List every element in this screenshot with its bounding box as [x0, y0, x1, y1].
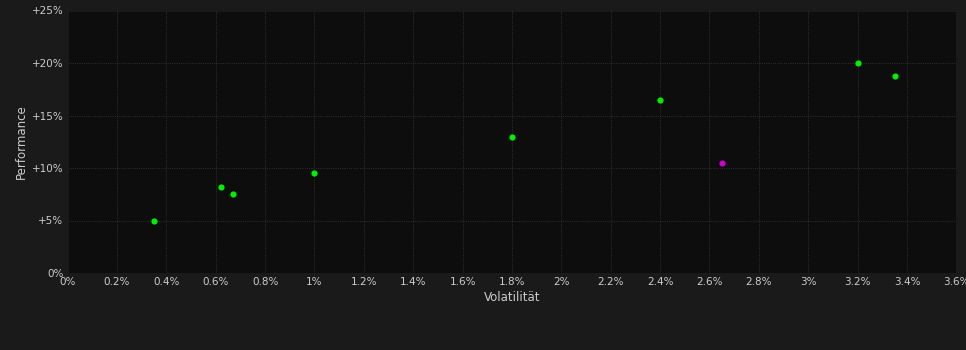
Point: [146, 218, 161, 223]
Y-axis label: Performance: Performance: [14, 104, 28, 179]
Point: [714, 160, 729, 166]
Point: [887, 73, 902, 78]
Point: [225, 191, 241, 197]
X-axis label: Volatilität: Volatilität: [484, 291, 540, 304]
Point: [307, 170, 323, 176]
Point: [213, 184, 228, 190]
Point: [652, 97, 668, 103]
Point: [850, 60, 866, 66]
Point: [504, 134, 520, 139]
